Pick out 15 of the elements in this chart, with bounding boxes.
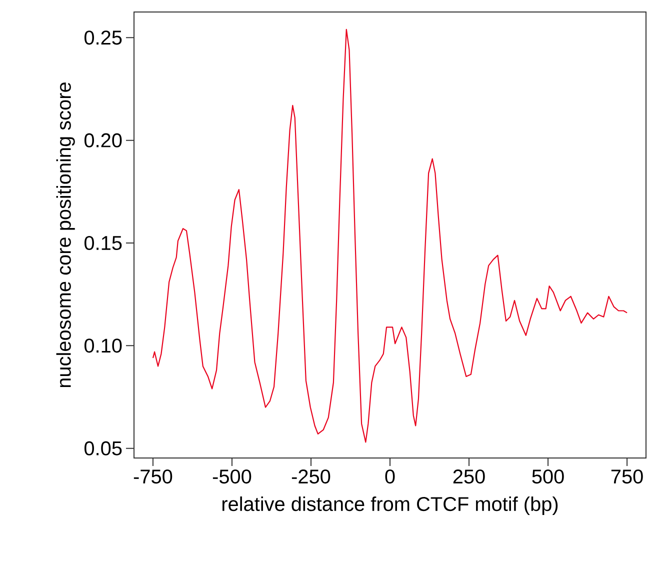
x-axis-title: relative distance from CTCF motif (bp) <box>222 496 558 516</box>
y-tick-label: 0.25 <box>84 30 122 45</box>
x-tick-label: -750 <box>134 470 172 484</box>
y-tick-label: 0.05 <box>84 441 122 456</box>
y-tick-label: 0.20 <box>84 133 122 148</box>
y-tick-label: 0.15 <box>84 236 122 250</box>
x-tick-label: -500 <box>212 470 252 484</box>
x-tick-label: 750 <box>611 470 643 484</box>
y-tick-label: 0.10 <box>84 338 122 353</box>
y-axis-title: nucleosome core positioning score <box>56 82 75 388</box>
x-tick-label: 500 <box>532 470 564 484</box>
x-tick-label: -250 <box>292 470 330 484</box>
x-tick-label: 0 <box>385 470 395 484</box>
x-tick-label: 250 <box>453 470 485 484</box>
line-series <box>152 28 628 443</box>
